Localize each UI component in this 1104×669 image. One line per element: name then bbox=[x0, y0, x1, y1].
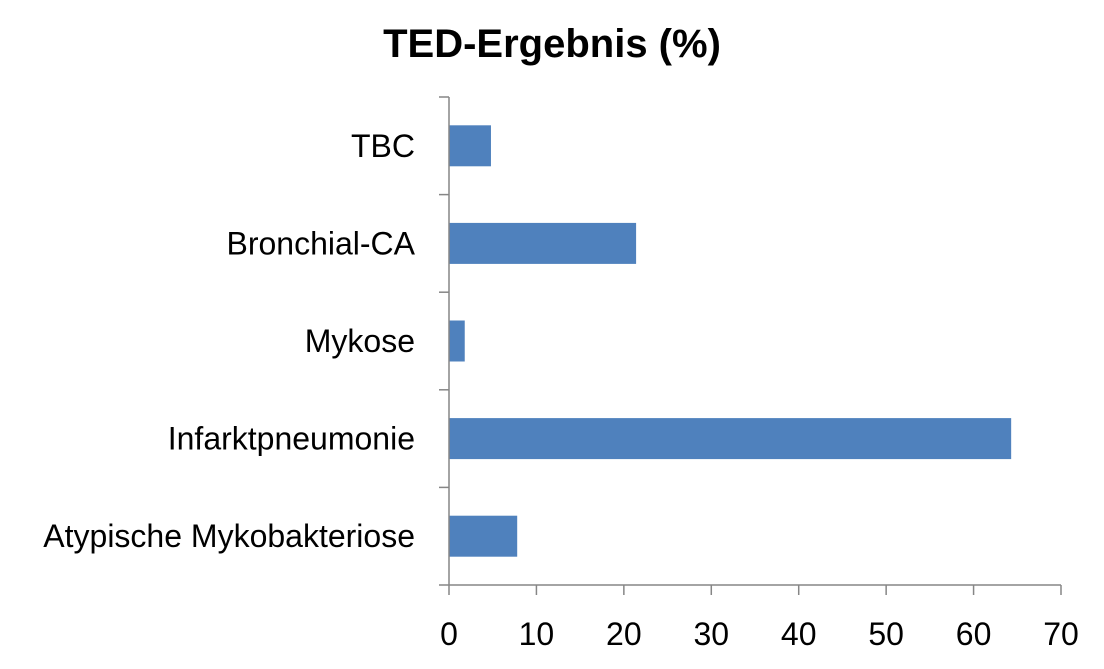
x-tick-label: 40 bbox=[781, 616, 817, 652]
category-label: Infarktpneumonie bbox=[168, 421, 415, 457]
bar-tbc bbox=[449, 125, 491, 167]
x-tick-label: 20 bbox=[606, 616, 642, 652]
bars-layer bbox=[449, 125, 1012, 557]
bar-infarktpneumonie bbox=[449, 418, 1012, 460]
category-label: Mykose bbox=[305, 323, 415, 359]
x-tick-label: 0 bbox=[440, 616, 458, 652]
labels-layer: TBC Bronchial-CA Mykose Infarktpneumonie Aty… bbox=[43, 128, 1079, 652]
x-tick-label: 60 bbox=[956, 616, 992, 652]
bar-bronchial-ca bbox=[449, 222, 637, 264]
bar-atypische-mykobakteriose bbox=[449, 515, 518, 557]
chart-title: TED-Ergebnis (%) bbox=[383, 22, 721, 66]
x-tick-label: 70 bbox=[1043, 616, 1079, 652]
category-label: Atypische Mykobakteriose bbox=[43, 518, 415, 554]
x-tick-label: 10 bbox=[519, 616, 555, 652]
x-tick-label: 50 bbox=[868, 616, 904, 652]
category-label: Bronchial-CA bbox=[226, 225, 415, 261]
category-label: TBC bbox=[351, 128, 415, 164]
x-tick-label: 30 bbox=[693, 616, 729, 652]
axes-layer bbox=[439, 96, 1062, 595]
bar-mykose bbox=[449, 320, 465, 362]
